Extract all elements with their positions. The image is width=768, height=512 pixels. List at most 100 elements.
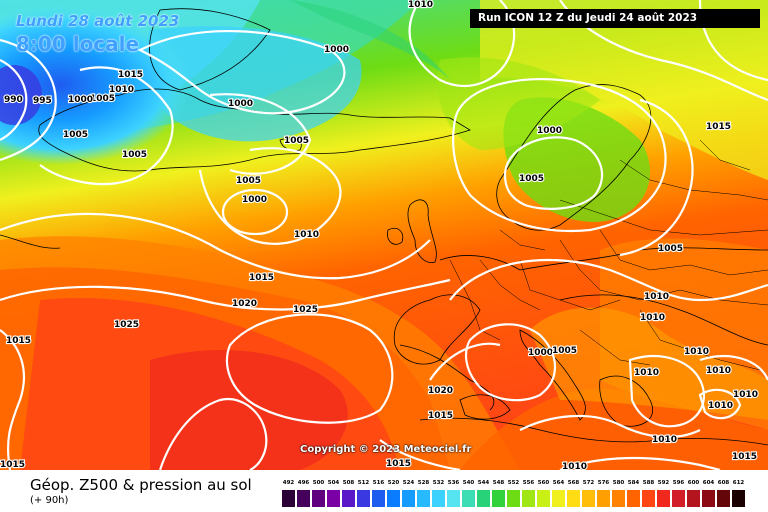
isobar-label: 990 (4, 95, 23, 105)
legend-label: 596 (672, 480, 685, 486)
isobar-label: 1010 (652, 435, 677, 445)
legend-swatch (492, 490, 505, 507)
legend-swatch (342, 490, 355, 507)
isobar-label: 1010 (708, 401, 733, 411)
footer-bar: Géop. Z500 & pression au sol (+ 90h) 492… (0, 470, 768, 512)
legend-swatch (537, 490, 550, 507)
legend-label: 504 (327, 480, 340, 486)
isobar-label: 1000 (528, 348, 553, 358)
legend-swatch (327, 490, 340, 507)
isobar-label: 1025 (293, 305, 318, 315)
isobars (0, 0, 768, 470)
legend-label: 592 (657, 480, 670, 486)
isobar-label: 1000 (324, 45, 349, 55)
isobar-label: 1005 (90, 94, 115, 104)
legend-swatch (642, 490, 655, 507)
legend-label: 532 (432, 480, 445, 486)
legend-label: 568 (567, 480, 580, 486)
legend-label: 536 (447, 480, 460, 486)
weather-map: 1010 1000 1015 1010 1005 990 995 1000 10… (0, 0, 768, 470)
isobar-label: 1010 (684, 347, 709, 357)
isobar-label: 1015 (249, 273, 274, 283)
legend-swatch (732, 490, 745, 507)
legend-swatch (477, 490, 490, 507)
forecast-date: Lundi 28 août 2023 (16, 12, 180, 30)
model-run-banner: Run ICON 12 Z du Jeudi 24 août 2023 (470, 9, 760, 28)
isobar-label: 1010 (644, 292, 669, 302)
legend-label: 496 (297, 480, 310, 486)
legend-swatch (657, 490, 670, 507)
legend-swatch (357, 490, 370, 507)
isobar-label: 1000 (228, 99, 253, 109)
isobar-label: 1010 (640, 313, 665, 323)
isobar-label: 1015 (0, 460, 25, 470)
legend-swatch (567, 490, 580, 507)
isobar-label: 1015 (386, 459, 411, 469)
legend-label: 544 (477, 480, 490, 486)
legend-label: 572 (582, 480, 595, 486)
legend-label: 512 (357, 480, 370, 486)
legend-swatch (612, 490, 625, 507)
legend-label: 508 (342, 480, 355, 486)
isobar-label: 1015 (118, 70, 143, 80)
legend-swatch (702, 490, 715, 507)
legend-label: 516 (372, 480, 385, 486)
legend-swatch (402, 490, 415, 507)
isobar-label: 1005 (236, 176, 261, 186)
legend-label: 520 (387, 480, 400, 486)
isobar-label: 1005 (552, 346, 577, 356)
legend-label: 588 (642, 480, 655, 486)
legend-label: 604 (702, 480, 715, 486)
legend-swatch (687, 490, 700, 507)
isobar-label: 1005 (122, 150, 147, 160)
forecast-local-time: 8:00 locale (16, 32, 140, 56)
isobar-label: 1015 (706, 122, 731, 132)
isobar-label: 1005 (284, 136, 309, 146)
legend-swatch (522, 490, 535, 507)
legend-label: 560 (537, 480, 550, 486)
legend-swatch (627, 490, 640, 507)
isobar-label: 1010 (733, 390, 758, 400)
legend-label: 580 (612, 480, 625, 486)
legend-label: 584 (627, 480, 640, 486)
legend-swatch (312, 490, 325, 507)
legend-label: 608 (717, 480, 730, 486)
legend-swatch (282, 490, 295, 507)
isobar-label: 1010 (706, 366, 731, 376)
isobar-label: 1010 (562, 462, 587, 470)
legend-swatch (717, 490, 730, 507)
legend-swatch (552, 490, 565, 507)
isobar-label: 1005 (658, 244, 683, 254)
isobar-label: 1000 (242, 195, 267, 205)
legend-label: 524 (402, 480, 415, 486)
legend-label: 556 (522, 480, 535, 486)
forecast-lead-time: (+ 90h) (30, 495, 69, 506)
legend-swatch (462, 490, 475, 507)
isobar-label: 1010 (634, 368, 659, 378)
legend-label: 500 (312, 480, 325, 486)
legend-label: 612 (732, 480, 745, 486)
legend-swatch (372, 490, 385, 507)
legend-label: 540 (462, 480, 475, 486)
isobar-label: 1010 (109, 85, 134, 95)
coastlines (0, 8, 768, 446)
legend-label: 576 (597, 480, 610, 486)
legend-label: 492 (282, 480, 295, 486)
legend-swatch (297, 490, 310, 507)
isobar-label: 1015 (428, 411, 453, 421)
legend-swatch (582, 490, 595, 507)
isobar-labels: 1010 1000 1015 1010 1005 990 995 1000 10… (0, 0, 759, 470)
legend-label: 564 (552, 480, 565, 486)
legend-swatch (432, 490, 445, 507)
legend-label: 552 (507, 480, 520, 486)
legend-label: 600 (687, 480, 700, 486)
isobar-label: 1010 (408, 0, 433, 10)
legend-label: 548 (492, 480, 505, 486)
isobar-label: 1005 (519, 174, 544, 184)
legend-swatch (387, 490, 400, 507)
copyright-notice: Copyright © 2023 Meteociel.fr (300, 444, 472, 455)
isobar-label: 1010 (294, 230, 319, 240)
isobar-label: 995 (33, 96, 52, 106)
isobar-label: 1015 (6, 336, 31, 346)
isobar-label: 1005 (63, 130, 88, 140)
